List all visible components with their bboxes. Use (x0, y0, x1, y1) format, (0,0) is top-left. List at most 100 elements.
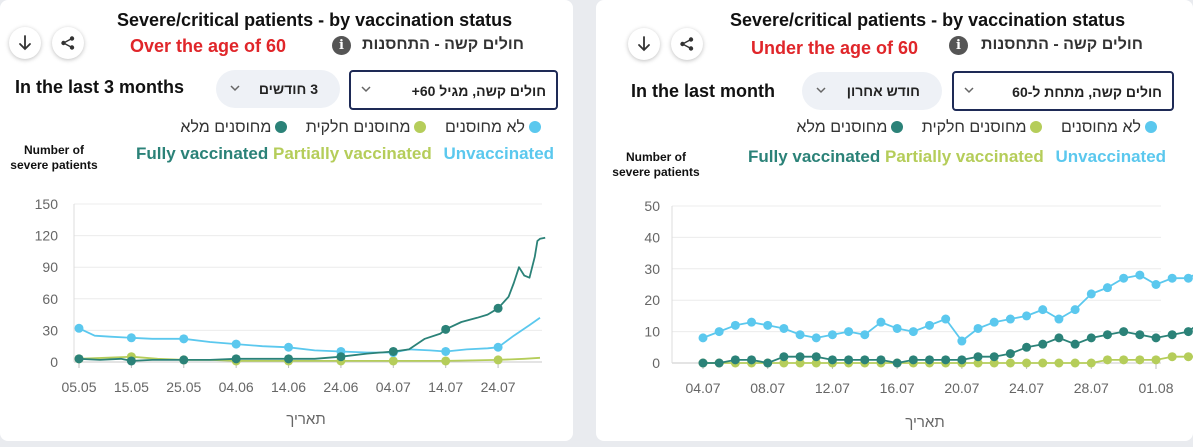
data-point-fully (973, 352, 983, 362)
data-point-unvaccinated (811, 333, 821, 343)
data-point-partially (441, 356, 451, 366)
x-tick-label: 14.07 (428, 379, 463, 395)
y-axis-title-line2: severe patients (10, 158, 98, 172)
legend-label: לא מחוסנים (444, 119, 525, 136)
x-tick-label: 14.06 (271, 379, 306, 395)
download-button[interactable] (9, 27, 41, 59)
data-point-fully (1054, 333, 1064, 343)
data-point-partially (1102, 355, 1112, 365)
data-point-fully (779, 352, 789, 362)
chevron-down-icon (816, 87, 826, 94)
data-point-unvaccinated (925, 320, 934, 330)
legend-item-fully[interactable]: מחוסנים מלא (796, 119, 904, 137)
y-axis-title: Number of severe patients (0, 143, 108, 173)
x-tick-label: 28.07 (1074, 380, 1109, 396)
group-select[interactable]: חולים קשה, מגיל 60+ (349, 70, 558, 110)
data-point-unvaccinated (493, 342, 503, 352)
data-point-fully (989, 352, 999, 362)
chevron-down-icon (361, 86, 371, 93)
legend-dot (529, 121, 541, 133)
data-point-unvaccinated (698, 333, 708, 343)
share-button[interactable] (52, 27, 84, 59)
legend-dot (275, 121, 288, 133)
line-chart-under-60: 0 10 20 30 40 50 04.07 08.07 12.07 16.07 20.07 24.0… (644, 198, 1193, 431)
data-point-unvaccinated (1135, 270, 1145, 280)
group-select-value: חולים קשה, מתחת ל-60 (1012, 84, 1162, 100)
data-point-fully (1038, 339, 1048, 349)
data-point-partially (811, 358, 821, 368)
chevron-down-icon (964, 87, 974, 94)
chart-panel-under-60: Severe/critical patients - by vaccinatio… (596, 0, 1193, 441)
legend-label: לא מחוסנים (1060, 119, 1141, 136)
period-text: In the last 3 months (15, 77, 185, 97)
data-point-unvaccinated (989, 317, 999, 327)
data-point-partially (1151, 355, 1161, 365)
data-point-unvaccinated (179, 334, 189, 344)
data-point-fully (441, 324, 451, 334)
data-point-partially (1005, 358, 1015, 368)
data-point-fully (1183, 327, 1193, 337)
data-point-unvaccinated (957, 336, 967, 346)
data-point-unvaccinated (284, 342, 294, 352)
data-point-fully (925, 355, 934, 365)
period-select[interactable]: 3 חודשים (216, 70, 340, 108)
chevron-down-icon (230, 85, 240, 92)
english-legend-unvaccinated: Unvaccinated (443, 144, 555, 163)
info-icon[interactable]: i (332, 36, 351, 55)
data-point-unvaccinated (1070, 305, 1080, 315)
y-tick-label: 30 (644, 261, 660, 277)
chart-panel-over-60: Severe/critical patients - by vaccinatio… (0, 0, 573, 441)
data-point-partially (493, 355, 503, 365)
data-point-partially (1070, 358, 1080, 368)
data-point-partially (779, 358, 789, 368)
legend-label: מחוסנים מלא (796, 119, 888, 136)
data-point-unvaccinated (779, 323, 789, 333)
hebrew-legend: לא מחוסנים מחוסנים חלקית מחוסנים מלא (782, 119, 1157, 137)
data-point-fully (388, 346, 398, 356)
period-select-value: חודש אחרון (846, 83, 920, 99)
series-line-unvaccinated (78, 317, 541, 354)
english-legend-fully: Fully vaccinated (136, 144, 269, 163)
y-tick-label: 50 (644, 198, 660, 214)
panel-title: Severe/critical patients - by vaccinatio… (117, 10, 513, 30)
data-point-fully (892, 358, 902, 368)
legend-item-partially[interactable]: מחוסנים חלקית (306, 119, 427, 137)
data-point-fully (126, 356, 136, 366)
group-select[interactable]: חולים קשה, מתחת ל-60 (952, 71, 1174, 111)
legend-item-unvaccinated[interactable]: לא מחוסנים (445, 119, 541, 137)
legend-dot (1145, 121, 1157, 133)
data-point-fully (1135, 330, 1145, 340)
x-tick-label: 01.08 (1138, 380, 1173, 396)
data-point-fully (908, 355, 918, 365)
data-point-unvaccinated (231, 339, 241, 349)
info-icon[interactable]: i (949, 36, 968, 55)
x-tick-label: 16.07 (880, 380, 915, 396)
data-point-partially (1022, 358, 1032, 368)
legend-label: מחוסנים חלקית (305, 119, 411, 136)
data-point-fully (844, 355, 854, 365)
data-point-unvaccinated (1005, 314, 1015, 324)
data-point-unvaccinated (441, 346, 451, 356)
data-point-partially (388, 356, 398, 366)
legend-label: מחוסנים מלא (180, 119, 272, 136)
share-button[interactable] (671, 28, 703, 60)
download-button[interactable] (628, 28, 660, 60)
data-point-unvaccinated (1102, 283, 1112, 293)
legend-item-partially[interactable]: מחוסנים חלקית (922, 119, 1043, 137)
data-point-fully (827, 355, 837, 365)
data-point-fully (74, 354, 84, 364)
data-point-fully (231, 354, 241, 364)
share-icon (680, 37, 694, 51)
data-point-unvaccinated (763, 320, 773, 330)
legend-dot (1030, 121, 1043, 133)
hebrew-legend: לא מחוסנים מחוסנים חלקית מחוסנים מלא (166, 119, 541, 137)
legend-item-unvaccinated[interactable]: לא מחוסנים (1061, 119, 1157, 137)
y-axis-title-line1: Number of (24, 143, 84, 157)
x-tick-label: 12.07 (815, 380, 850, 396)
data-point-unvaccinated (1119, 273, 1129, 283)
y-tick-label: 10 (644, 324, 660, 340)
data-point-unvaccinated (1167, 273, 1177, 283)
y-tick-label: 0 (652, 355, 660, 371)
period-select[interactable]: חודש אחרון (802, 72, 942, 110)
legend-item-fully[interactable]: מחוסנים מלא (180, 119, 288, 137)
